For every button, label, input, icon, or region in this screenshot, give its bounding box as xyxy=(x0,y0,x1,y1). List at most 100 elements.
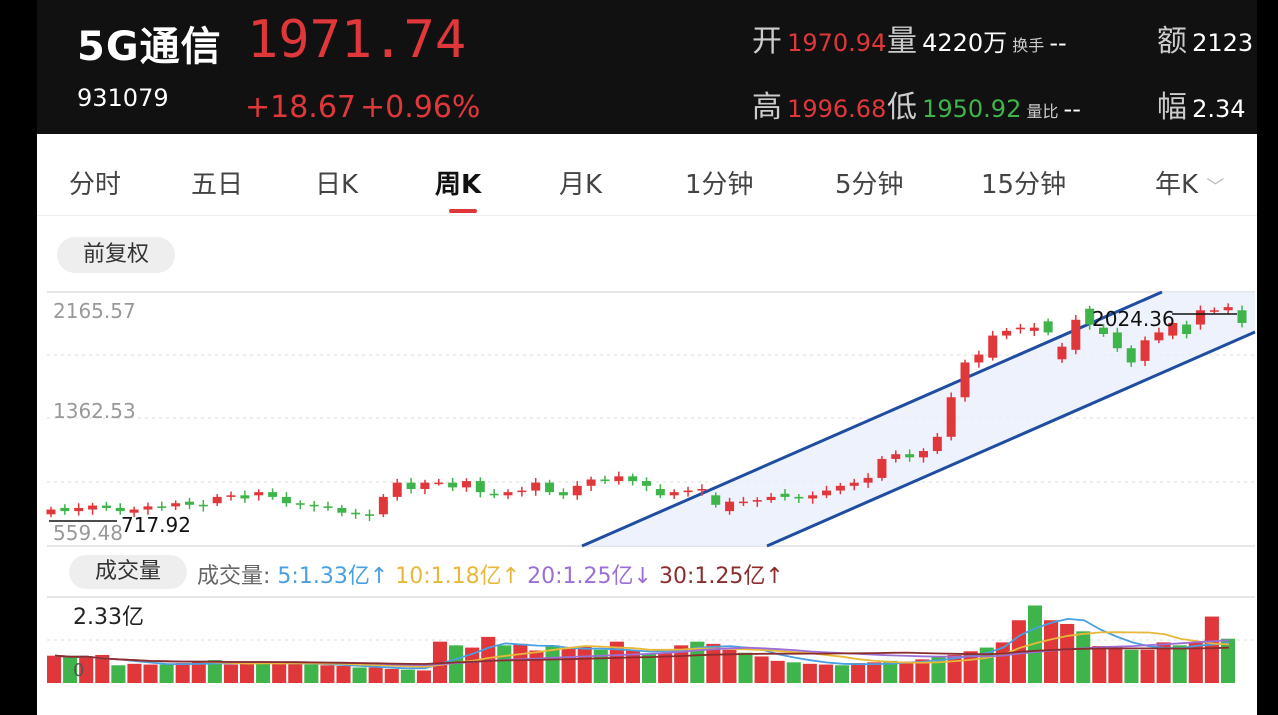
candle-body xyxy=(74,507,84,512)
candle-body xyxy=(586,479,596,486)
price-axis-label: 2165.57 xyxy=(53,299,136,323)
volume-bar xyxy=(690,641,705,683)
volume-label: 量 xyxy=(887,24,917,59)
volume-bar xyxy=(931,657,946,683)
candle-body xyxy=(1223,307,1233,311)
quote-header: 5G通信 931079 1971.74 +18.67 +0.96% 开 1970… xyxy=(37,0,1257,134)
volume-stat: 量 4220万 换手 -- xyxy=(887,16,1067,60)
volume-bar xyxy=(400,669,415,683)
candle-body xyxy=(1168,322,1178,336)
volume-bar xyxy=(642,653,657,683)
volume-bar xyxy=(867,662,882,683)
kline-chart[interactable]: 2165.57 1362.53 559.48 2024.36 717.92 2.33亿… xyxy=(37,0,1257,715)
tab-weekly-k[interactable]: 周K xyxy=(435,170,482,200)
volume-bar xyxy=(545,645,560,683)
active-tab-indicator xyxy=(449,209,477,213)
candle-body xyxy=(752,500,762,502)
candle-body xyxy=(143,506,153,510)
candle-body xyxy=(572,485,582,496)
volume-bar xyxy=(1092,646,1107,683)
volume-bar xyxy=(1188,642,1203,683)
candle-body xyxy=(918,451,928,458)
volume-legend: 成交量: 5:1.33亿↑ 10:1.18亿↑ 20:1.25亿↓ 30:1.2… xyxy=(197,558,784,590)
tab-yearly-k[interactable]: 年K ﹀ xyxy=(1155,164,1224,201)
candle-body xyxy=(309,504,319,507)
candle-body xyxy=(697,488,707,491)
candle-body xyxy=(711,495,721,505)
adjust-toggle[interactable]: 前复权 xyxy=(57,237,175,273)
volume-bar xyxy=(1076,631,1091,683)
volume-bar xyxy=(63,655,78,683)
tab-yearly-k-label: 年K xyxy=(1155,170,1199,200)
period-tabs: 分时 五日 日K 周K 月K 1分钟 5分钟 15分钟 年K ﹀ xyxy=(37,134,1257,216)
tab-daily-k[interactable]: 日K xyxy=(315,170,359,200)
tab-intraday[interactable]: 分时 xyxy=(69,170,122,200)
open-stat: 开 1970.94 xyxy=(752,16,886,60)
high-label: 高 xyxy=(752,90,782,125)
price-axis-label: 559.48 xyxy=(53,521,123,545)
candle-body xyxy=(863,477,873,483)
candle-body xyxy=(1071,319,1081,350)
tab-monthly-k[interactable]: 月K xyxy=(559,170,603,200)
volume-bar xyxy=(336,666,351,683)
low-stat: 低 1950.92 量比 -- xyxy=(887,82,1081,126)
low-value: 1950.92 xyxy=(922,95,1022,123)
volume-max-label: 2.33亿 xyxy=(73,605,144,630)
candle-body xyxy=(295,503,305,505)
trend-channel-fill xyxy=(582,292,1255,546)
volume-bar xyxy=(899,661,914,683)
amount-value: 2123 xyxy=(1192,29,1254,57)
tab-5-minute[interactable]: 5分钟 xyxy=(835,170,904,200)
candle-body xyxy=(115,507,125,512)
candle-body xyxy=(1029,327,1039,331)
volume-bar xyxy=(320,665,335,683)
candle-body xyxy=(1099,327,1109,334)
vol-ratio-value: -- xyxy=(1063,95,1081,123)
up-arrow-icon: ↑ xyxy=(765,564,784,589)
candlestick-series xyxy=(46,303,1247,522)
candle-body xyxy=(378,496,388,515)
tab-1-minute[interactable]: 1分钟 xyxy=(685,170,754,200)
candle-body xyxy=(268,492,278,497)
volume-bar xyxy=(883,660,898,683)
volume-bar xyxy=(609,641,624,683)
min-marker-label: 717.92 xyxy=(121,513,191,537)
volume-bar-series xyxy=(47,605,1235,683)
candle-body xyxy=(808,495,818,499)
candle-body xyxy=(101,505,111,508)
amount-label: 额 xyxy=(1157,24,1187,59)
volume-bar xyxy=(416,670,431,683)
volume-bar xyxy=(1172,645,1187,683)
volume-bar xyxy=(304,664,319,683)
candle-body xyxy=(628,476,638,482)
volume-bar xyxy=(561,649,576,683)
candle-body xyxy=(1126,348,1136,363)
volume-bar xyxy=(239,661,255,683)
volume-bar xyxy=(1204,616,1219,683)
candle-body xyxy=(1112,332,1122,349)
volume-indicator-toggle[interactable]: 成交量 xyxy=(69,555,187,589)
volume-bar xyxy=(770,660,785,683)
candle-body xyxy=(835,485,845,491)
candle-body xyxy=(531,482,541,491)
tab-five-day[interactable]: 五日 xyxy=(191,170,244,200)
volume-bar xyxy=(529,650,544,683)
low-label: 低 xyxy=(887,90,917,125)
candle-body xyxy=(129,509,139,513)
volume-bar xyxy=(1108,646,1123,683)
volume-bar xyxy=(449,645,464,683)
candle-body xyxy=(822,490,832,496)
price-axis-label: 1362.53 xyxy=(53,399,136,423)
candle-body xyxy=(1140,340,1150,361)
tab-15-minute[interactable]: 15分钟 xyxy=(981,170,1067,200)
amplitude-value: 2.34 xyxy=(1192,95,1246,123)
candle-body xyxy=(503,492,513,496)
candle-body xyxy=(1154,332,1164,341)
extreme-markers: 2024.36 717.92 xyxy=(49,307,1237,537)
volume-bar xyxy=(1140,649,1155,683)
candle-body xyxy=(877,458,887,478)
candle-body xyxy=(198,504,208,507)
candle-body xyxy=(157,506,167,508)
candle-body xyxy=(794,496,804,499)
volume-bar xyxy=(159,664,174,683)
